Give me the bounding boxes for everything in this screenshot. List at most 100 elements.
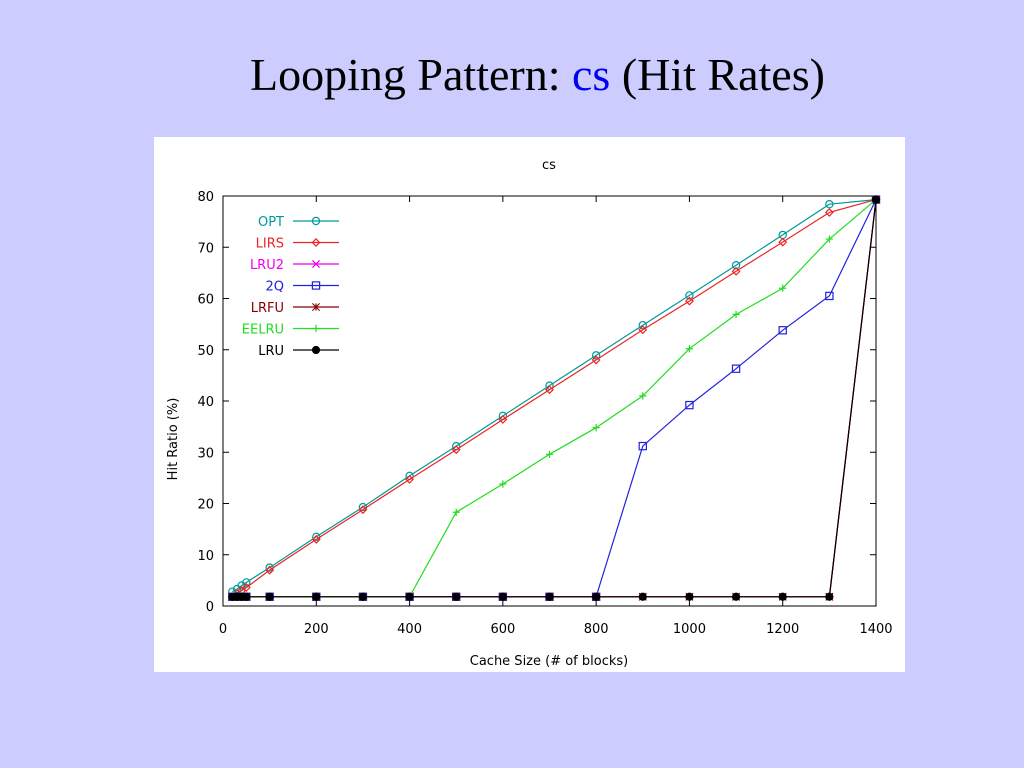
- x-tick-label: 0: [219, 622, 227, 637]
- data-point: [311, 216, 321, 226]
- data-point: [825, 235, 833, 243]
- axis-ticks: 0 200 400 600 800 1000 1200 1400 0 10 20 30 40 50 60 70…: [197, 190, 892, 637]
- series-eelru: [228, 195, 880, 601]
- series-line: [232, 199, 877, 598]
- title-highlight: cs: [572, 49, 611, 100]
- y-tick-label: 30: [197, 446, 214, 461]
- legend-item-lru2: LRU2: [250, 258, 339, 273]
- data-point: [685, 345, 694, 353]
- legend-label: EELRU: [242, 323, 284, 338]
- data-point: [638, 592, 647, 601]
- x-axis-label: Cache Size (# of blocks): [470, 654, 628, 669]
- data-point: [311, 259, 321, 269]
- x-tick-label: 800: [584, 622, 609, 637]
- data-point: [825, 199, 834, 209]
- data-point: [591, 351, 601, 360]
- series-2q: [228, 195, 881, 601]
- series-lru: [228, 195, 881, 601]
- data-point: [311, 345, 321, 355]
- series-lru2: [228, 195, 881, 601]
- data-point: [242, 592, 251, 601]
- legend-label: LRFU: [251, 301, 284, 316]
- data-point: [778, 237, 788, 247]
- data-point: [405, 592, 414, 601]
- y-tick-label: 70: [197, 241, 214, 256]
- title-prefix: Looping Pattern:: [250, 49, 572, 100]
- y-tick-label: 20: [197, 498, 214, 513]
- data-point: [358, 505, 368, 515]
- data-point: [638, 441, 647, 451]
- data-point: [779, 284, 787, 292]
- data-point: [265, 565, 275, 575]
- slide-title: Looping Pattern: cs (Hit Rates): [0, 48, 1024, 101]
- data-point: [731, 260, 741, 270]
- series-line: [232, 199, 877, 598]
- data-point: [684, 296, 694, 306]
- legend-label: OPT: [258, 215, 284, 230]
- data-point: [452, 508, 460, 516]
- data-point: [638, 325, 648, 335]
- series-line: [232, 199, 877, 598]
- data-point: [825, 291, 834, 301]
- data-point: [312, 324, 320, 333]
- data-point: [731, 592, 741, 601]
- chart-panel: cs Cache Size (# of blocks) Hit Ratio (%…: [154, 137, 905, 672]
- data-point: [242, 578, 251, 587]
- data-point: [545, 450, 554, 458]
- data-point: [545, 385, 554, 395]
- legend-item-eelru: EELRU: [242, 323, 339, 338]
- y-tick-label: 50: [197, 344, 214, 359]
- data-point: [405, 474, 415, 484]
- x-tick-label: 400: [397, 622, 422, 637]
- data-point: [498, 415, 508, 424]
- y-tick-label: 60: [197, 293, 214, 308]
- data-point: [311, 281, 321, 290]
- data-point: [731, 364, 741, 373]
- data-point: [685, 291, 694, 300]
- data-point: [452, 592, 461, 601]
- plot-area-border: [222, 195, 877, 607]
- data-point: [871, 195, 881, 204]
- series-line: [231, 199, 877, 598]
- data-point: [778, 326, 787, 335]
- data-point: [499, 480, 507, 488]
- legend-label: LIRS: [256, 237, 284, 252]
- chart-title: cs: [542, 158, 556, 173]
- x-tick-label: 200: [304, 622, 329, 637]
- legend-item-lrfu: LRFU: [251, 301, 339, 316]
- data-point: [592, 592, 601, 601]
- data-point: [685, 592, 694, 601]
- y-axis-label: Hit Ratio (%): [166, 398, 181, 481]
- series-lirs: [227, 195, 881, 602]
- legend-item-2q: 2Q: [265, 280, 339, 295]
- y-tick-label: 40: [197, 395, 214, 410]
- data-point: [592, 424, 600, 432]
- series-line: [232, 199, 877, 598]
- data-point: [358, 592, 368, 601]
- legend-item-lirs: LIRS: [256, 237, 339, 252]
- data-point: [265, 592, 274, 601]
- legend-item-opt: OPT: [258, 215, 339, 230]
- data-point: [731, 266, 741, 276]
- legend: OPT LIRS LRU2 2Q LRFU EELRU LRU: [242, 215, 339, 359]
- data-point: [451, 445, 461, 455]
- data-point: [591, 355, 601, 365]
- data-point: [311, 238, 321, 247]
- hit-ratio-chart: cs Cache Size (# of blocks) Hit Ratio (%…: [166, 158, 893, 669]
- legend-label: LRU: [258, 344, 284, 359]
- x-tick-label: 600: [490, 622, 515, 637]
- legend-label: LRU2: [250, 258, 284, 273]
- x-tick-label: 1000: [673, 622, 706, 637]
- y-tick-label: 0: [206, 600, 214, 615]
- x-tick-label: 1200: [766, 622, 799, 637]
- data-point: [732, 310, 740, 318]
- data-point: [685, 400, 694, 410]
- data-point: [824, 207, 834, 217]
- series-opt: [228, 195, 881, 596]
- series-line: [232, 199, 877, 598]
- data-point: [312, 592, 321, 601]
- data-point: [241, 583, 251, 592]
- data-point: [638, 320, 647, 330]
- data-point: [498, 592, 507, 601]
- data-point: [825, 592, 834, 601]
